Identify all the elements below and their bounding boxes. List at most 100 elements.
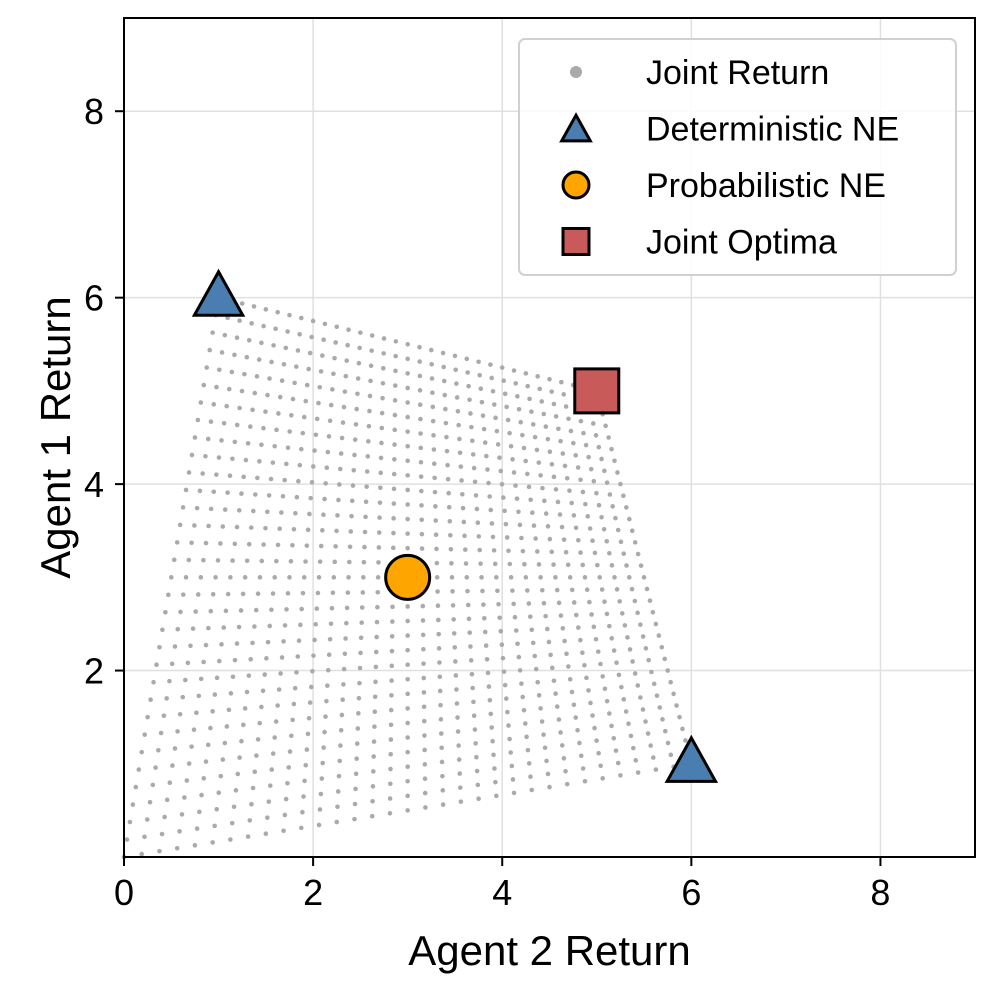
- joint-return-point: [246, 337, 252, 343]
- joint-return-point: [371, 769, 376, 774]
- joint-return-point: [567, 575, 573, 580]
- joint-return-point: [255, 475, 260, 481]
- joint-return-point: [241, 474, 246, 480]
- joint-return-point: [472, 727, 478, 732]
- joint-return-point: [214, 472, 219, 477]
- joint-return-point: [266, 799, 272, 804]
- joint-return-point: [391, 486, 397, 492]
- joint-return-point: [632, 671, 638, 676]
- joint-return-point: [372, 709, 378, 715]
- joint-return-point: [680, 726, 685, 732]
- joint-return-point: [147, 799, 153, 805]
- joint-return-point: [421, 646, 426, 652]
- joint-return-point: [422, 776, 428, 782]
- joint-return-point: [540, 485, 545, 491]
- joint-return-point: [607, 711, 612, 716]
- joint-return-point: [270, 460, 276, 465]
- joint-return-point: [444, 434, 449, 440]
- joint-return-point: [184, 778, 190, 783]
- joint-return-point: [203, 759, 209, 764]
- joint-return-point: [573, 453, 579, 458]
- joint-return-point: [563, 768, 568, 774]
- joint-return-point: [391, 471, 397, 477]
- joint-return-point: [624, 505, 629, 510]
- joint-return-point: [288, 559, 294, 564]
- joint-return-point: [318, 369, 324, 374]
- joint-return-point: [600, 674, 605, 679]
- joint-return-point: [324, 698, 329, 704]
- joint-return-point: [506, 548, 511, 554]
- joint-return-point: [154, 662, 159, 668]
- joint-return-point: [203, 453, 208, 459]
- joint-return-point: [318, 791, 324, 797]
- joint-return-point: [592, 550, 598, 556]
- joint-return-point: [501, 495, 506, 500]
- joint-return-point: [566, 664, 571, 669]
- joint-return-point: [405, 604, 410, 609]
- joint-return-point: [186, 557, 192, 563]
- joint-return-point: [454, 687, 459, 692]
- joint-return-point: [644, 586, 650, 592]
- joint-return-point: [183, 487, 189, 493]
- joint-return-point: [671, 691, 676, 697]
- joint-return-point: [357, 345, 362, 351]
- joint-return-point: [503, 521, 509, 527]
- joint-return-point: [322, 496, 327, 502]
- joint-return-point: [354, 741, 360, 746]
- joint-return-point: [255, 591, 261, 597]
- joint-return-point: [547, 784, 552, 790]
- joint-return-point: [150, 782, 156, 788]
- joint-return-point: [313, 432, 319, 438]
- joint-return-point: [391, 530, 396, 536]
- joint-return-point: [227, 473, 233, 479]
- joint-return-point: [405, 545, 410, 551]
- joint-return-point: [299, 606, 304, 612]
- joint-return-point: [259, 704, 264, 710]
- joint-return-point: [435, 589, 440, 594]
- joint-return-point: [507, 561, 513, 567]
- joint-return-point: [419, 531, 425, 537]
- joint-return-point: [604, 611, 610, 617]
- joint-return-point: [393, 353, 398, 359]
- joint-return-point: [263, 409, 268, 414]
- joint-return-point: [635, 610, 640, 616]
- joint-return-point: [300, 809, 305, 815]
- joint-return-dots: [121, 295, 694, 860]
- joint-return-point: [475, 520, 481, 526]
- joint-return-point: [471, 713, 477, 719]
- joint-return-point: [358, 650, 363, 656]
- joint-return-point: [458, 785, 463, 790]
- joint-return-point: [612, 575, 617, 580]
- joint-return-point: [625, 635, 630, 640]
- joint-return-point: [231, 804, 237, 810]
- joint-return-point: [186, 761, 192, 766]
- joint-return-point: [346, 575, 351, 580]
- joint-return-point: [455, 408, 461, 414]
- joint-return-point: [389, 693, 394, 698]
- joint-return-point: [369, 813, 375, 819]
- joint-return-point: [364, 469, 370, 474]
- joint-return-point: [635, 551, 641, 557]
- joint-return-point: [447, 518, 453, 524]
- joint-return-point: [195, 417, 201, 423]
- joint-return-point: [341, 666, 347, 672]
- joint-return-point: [580, 766, 586, 771]
- joint-return-point: [379, 410, 385, 416]
- joint-return-point: [520, 548, 526, 554]
- joint-return-point: [489, 725, 494, 730]
- joint-return-point: [405, 414, 410, 420]
- joint-return-point: [665, 668, 670, 673]
- joint-return-point: [575, 727, 580, 733]
- joint-return-point: [559, 379, 564, 385]
- joint-return-point: [474, 768, 480, 774]
- joint-return-point: [194, 710, 199, 716]
- joint-return-point: [338, 743, 343, 748]
- joint-return-point: [354, 406, 359, 412]
- joint-return-point: [477, 547, 482, 553]
- joint-return-point: [387, 811, 393, 816]
- joint-return-point: [539, 719, 545, 724]
- joint-return-point: [244, 558, 250, 564]
- joint-return-point: [230, 456, 235, 462]
- joint-return-point: [320, 353, 325, 358]
